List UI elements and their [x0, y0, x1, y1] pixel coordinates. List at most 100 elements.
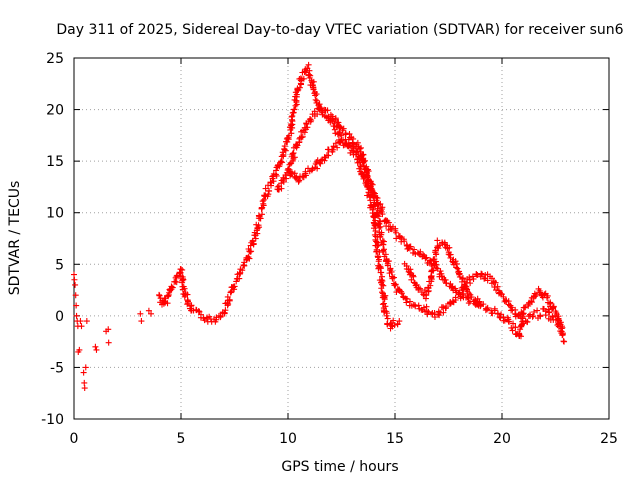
data-point — [550, 304, 557, 311]
data-point — [398, 290, 405, 297]
data-point — [307, 116, 314, 123]
x-tick-label: 5 — [177, 431, 186, 447]
data-point — [349, 139, 356, 146]
data-point — [381, 296, 388, 303]
data-point — [321, 106, 328, 113]
data-point — [518, 322, 525, 329]
data-point — [273, 172, 280, 179]
data-point — [410, 273, 417, 280]
data-point — [332, 140, 339, 147]
data-point — [226, 296, 233, 303]
data-point — [365, 168, 372, 175]
data-point — [312, 96, 319, 103]
data-point — [378, 285, 385, 292]
data-point — [274, 183, 281, 190]
data-point — [542, 312, 549, 319]
data-point — [71, 276, 78, 283]
data-point — [350, 143, 357, 150]
data-point — [430, 256, 437, 263]
data-point — [280, 153, 287, 160]
x-axis-title: GPS time / hours — [281, 459, 398, 475]
data-point — [491, 307, 498, 314]
data-point — [448, 284, 455, 291]
data-point — [509, 327, 516, 334]
data-point — [522, 304, 529, 311]
data-point — [403, 262, 410, 269]
data-point — [164, 300, 171, 307]
data-point — [376, 224, 383, 231]
data-point — [510, 320, 517, 327]
data-point — [82, 364, 89, 371]
data-point — [515, 330, 522, 337]
data-point — [293, 91, 300, 98]
data-point — [371, 193, 378, 200]
data-point — [495, 287, 502, 294]
data-point — [330, 123, 337, 130]
data-point — [372, 228, 379, 235]
data-point — [480, 301, 487, 308]
data-point — [392, 281, 399, 288]
data-point — [265, 187, 272, 194]
data-point — [452, 258, 459, 265]
data-point — [492, 279, 499, 286]
data-point — [281, 143, 288, 150]
data-point — [227, 289, 234, 296]
data-point — [456, 271, 463, 278]
data-point — [181, 285, 188, 292]
data-point — [384, 260, 391, 267]
data-point — [307, 72, 314, 79]
data-point — [217, 314, 224, 321]
data-point — [443, 280, 450, 287]
data-point — [556, 317, 563, 324]
data-point — [346, 142, 353, 149]
data-point — [296, 135, 303, 142]
data-point — [350, 144, 357, 151]
data-point — [257, 215, 264, 222]
data-point — [364, 172, 371, 179]
data-point — [407, 298, 414, 305]
data-point — [393, 229, 400, 236]
y-tick-label: 10 — [46, 206, 64, 222]
data-point — [533, 291, 540, 298]
data-point — [497, 290, 504, 297]
data-point — [72, 292, 79, 299]
data-point — [373, 248, 380, 255]
data-point — [473, 271, 480, 278]
data-point — [374, 242, 381, 249]
data-point — [377, 234, 384, 241]
data-point — [417, 285, 424, 292]
data-point — [379, 211, 386, 218]
data-point — [400, 236, 407, 243]
data-point — [285, 165, 292, 172]
data-point — [407, 266, 414, 273]
data-point — [470, 276, 477, 282]
data-point — [524, 318, 531, 325]
data-point — [422, 255, 429, 262]
y-tick-label: 20 — [46, 103, 64, 119]
data-point — [288, 113, 295, 120]
data-point — [479, 271, 486, 278]
data-point — [182, 292, 189, 299]
data-point — [545, 309, 552, 316]
data-point — [305, 61, 312, 68]
data-point — [292, 174, 299, 181]
data-point — [288, 169, 295, 176]
data-point — [377, 269, 384, 276]
data-point — [324, 107, 331, 114]
data-point — [354, 139, 361, 146]
data-point — [453, 260, 460, 267]
data-point — [193, 306, 200, 313]
data-point — [433, 264, 440, 271]
data-point — [501, 317, 508, 324]
data-point — [396, 318, 403, 325]
data-point — [105, 339, 112, 346]
data-point — [350, 135, 357, 142]
data-point — [537, 312, 544, 319]
data-point — [559, 324, 566, 331]
data-point — [425, 308, 432, 315]
data-point — [391, 322, 398, 329]
data-point — [288, 130, 295, 137]
data-point — [376, 256, 383, 263]
data-point — [421, 287, 428, 294]
data-point — [506, 318, 513, 325]
